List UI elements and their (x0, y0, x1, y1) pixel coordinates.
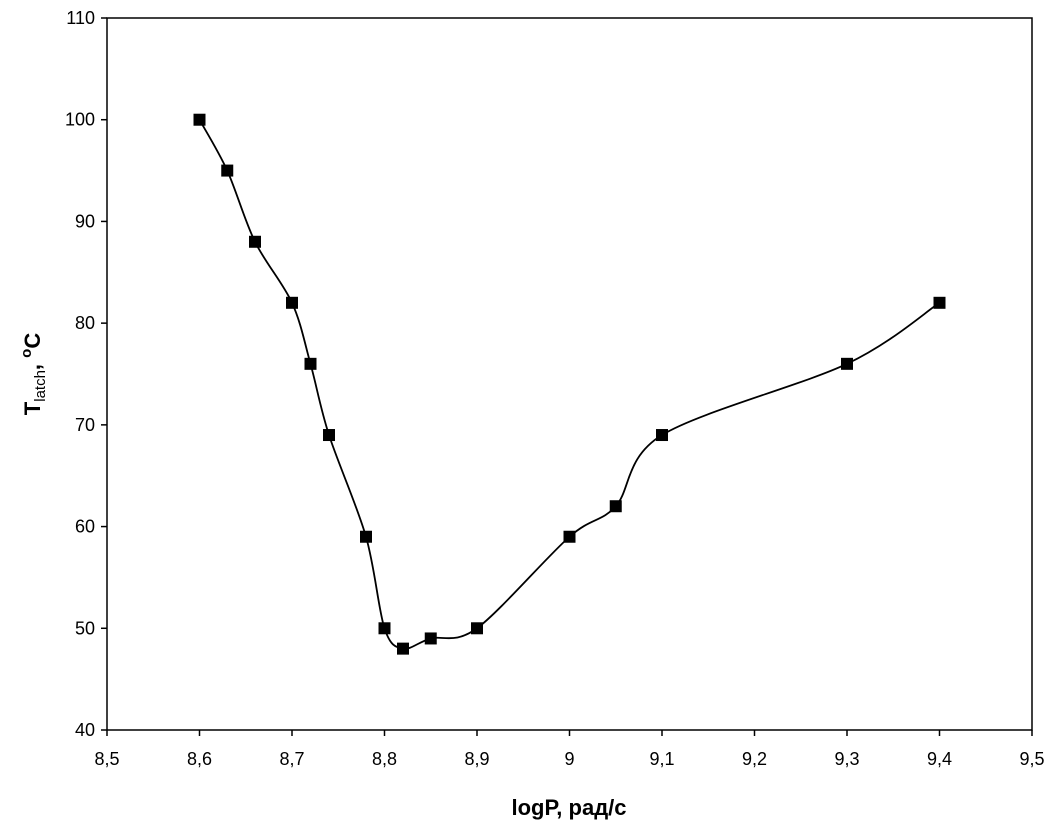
data-point-marker (286, 296, 298, 309)
x-tick-label: 9,3 (834, 749, 859, 769)
y-axis-title-main: T (20, 401, 45, 415)
y-axis-title-superscript: o (18, 349, 35, 358)
data-point-marker (424, 632, 437, 645)
x-tick-label: 8,9 (464, 749, 489, 769)
data-point-marker (323, 429, 335, 442)
plot-area (106, 17, 1033, 731)
data-point-marker (841, 357, 853, 370)
x-axis: 8,5 8,6 8,7 8,8 8,9 9 9,1 9,2 9,3 9,4 9,5 (94, 730, 1045, 769)
data-point-marker (656, 429, 668, 442)
x-tick-label: 8,5 (94, 749, 119, 769)
y-tick-label: 40 (75, 720, 95, 740)
y-tick-label: 60 (75, 517, 95, 537)
x-tick-label: 9 (564, 749, 574, 769)
x-tick-label: 9,5 (1019, 749, 1044, 769)
x-tick-label: 8,6 (187, 749, 212, 769)
data-point-marker (193, 113, 206, 126)
y-tick-label: 110 (66, 8, 95, 28)
data-point-marker (471, 622, 483, 635)
series-markers (193, 113, 946, 655)
x-tick-label: 8,7 (279, 749, 304, 769)
data-point-marker (304, 357, 317, 370)
data-point-marker (378, 622, 391, 635)
y-tick-label: 70 (75, 415, 95, 435)
data-point-marker (563, 530, 576, 543)
x-tick-label: 9,2 (742, 749, 767, 769)
data-point-marker (221, 164, 234, 177)
y-axis-title-unit: C (20, 333, 45, 349)
data-point-marker (397, 642, 409, 655)
data-point-marker (933, 296, 946, 309)
x-tick-label: 9,1 (649, 749, 674, 769)
x-axis-title: logP, рад/с (511, 795, 626, 820)
y-axis: 40 50 60 70 80 90 100 110 (65, 8, 107, 740)
data-point-marker (249, 235, 261, 248)
y-tick-label: 90 (75, 211, 95, 231)
y-axis-title-subscript: latch (32, 370, 49, 402)
data-point-marker (360, 530, 372, 543)
y-axis-title-separator: , (20, 358, 45, 370)
y-tick-label: 50 (75, 618, 95, 638)
x-tick-label: 9,4 (927, 749, 952, 769)
x-tick-label: 8,8 (372, 749, 397, 769)
y-tick-label: 100 (65, 110, 95, 130)
data-point-marker (609, 500, 622, 513)
y-axis-title: Tlatch, oC (18, 333, 49, 416)
y-tick-label: 80 (75, 313, 95, 333)
